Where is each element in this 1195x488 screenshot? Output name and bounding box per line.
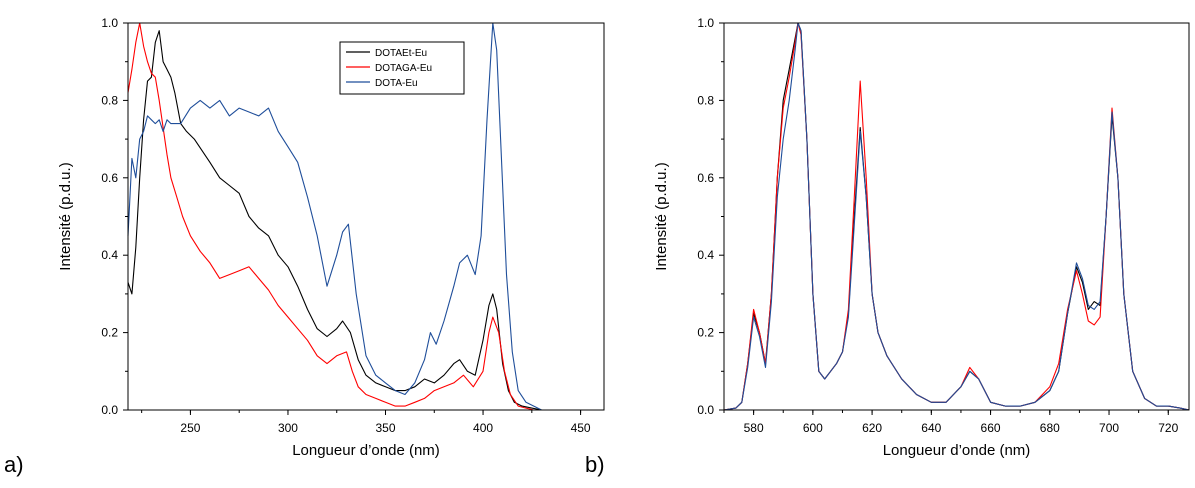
plot-frame — [723, 22, 1190, 411]
series-line-series-1 — [723, 22, 1190, 411]
x-axis-label: Longueur d’onde (nm) — [883, 442, 1031, 459]
y-tick-label: 0.8 — [101, 93, 118, 107]
x-axis-label: Longueur d’onde (nm) — [292, 442, 440, 459]
series-line-DOTAGA-Eu — [127, 22, 542, 411]
series-line-series-0 — [723, 22, 1190, 411]
x-tick-label: 680 — [1040, 421, 1060, 435]
y-tick-label: 0.6 — [101, 171, 118, 185]
y-tick-label: 0.2 — [697, 326, 714, 340]
chart-a: 250 300 350 400 450 0.0 0.2 0.4 0.6 0.8 1.0 Longueu… — [57, 16, 605, 459]
y-tick-label: 0.8 — [697, 93, 714, 107]
x-tick-label: 620 — [862, 421, 882, 435]
x-tick-label: 400 — [473, 421, 493, 435]
x-tick-label: 250 — [180, 421, 200, 435]
series-line-DOTA-Eu — [127, 22, 542, 411]
x-tick-label: 700 — [1099, 421, 1119, 435]
y-axis-label: Intensité (p.d.u.) — [57, 162, 74, 270]
x-tick-label: 720 — [1158, 421, 1178, 435]
y-tick-label: 1.0 — [697, 16, 714, 30]
y-tick-label: 0.2 — [101, 326, 118, 340]
legend-box — [339, 41, 465, 95]
x-tick-label: 350 — [375, 421, 395, 435]
x-tick-label: 450 — [571, 421, 591, 435]
y-tick-label: 0.4 — [101, 248, 118, 262]
x-tick-label: 300 — [278, 421, 298, 435]
x-tick-label: 580 — [744, 421, 764, 435]
series-line-DOTAEt-Eu — [127, 30, 542, 411]
legend-label-DOTAGA-Eu: DOTAGA-Eu — [375, 63, 432, 74]
y-tick-label: 0.4 — [697, 248, 714, 262]
x-tick-label: 600 — [803, 421, 823, 435]
panel-label-a: a) — [4, 452, 24, 477]
y-tick-label: 1.0 — [101, 16, 118, 30]
legend-label-DOTA-Eu: DOTA-Eu — [375, 78, 418, 89]
y-tick-label: 0.0 — [101, 403, 118, 417]
panel-label-b: b) — [585, 452, 605, 477]
legend-label-DOTAEt-Eu: DOTAEt-Eu — [375, 48, 427, 59]
x-tick-label: 640 — [921, 421, 941, 435]
y-tick-label: 0.0 — [697, 403, 714, 417]
series-line-series-2 — [723, 22, 1190, 411]
y-axis-label: Intensité (p.d.u.) — [653, 162, 670, 270]
y-tick-label: 0.6 — [697, 171, 714, 185]
x-tick-label: 660 — [981, 421, 1001, 435]
chart-b: 580 600 620 640 660 680 700 720 0.0 0.2 0.4 0.6 0.8 1… — [653, 16, 1190, 459]
